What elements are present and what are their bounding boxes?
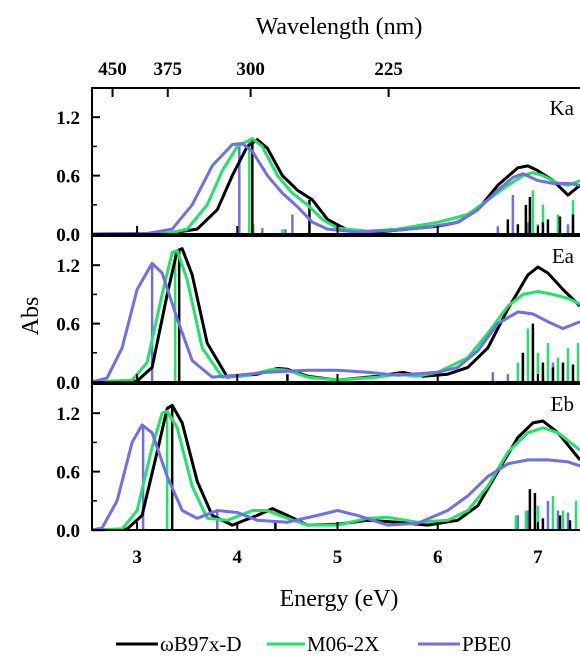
top-tick-label: 300 <box>236 59 265 80</box>
y-tick-label: 0.6 <box>56 463 80 484</box>
top-tick-label: 225 <box>374 59 403 80</box>
panel-label: Eb <box>551 392 574 416</box>
top-axis-ticks: 450 375 300 225 <box>98 59 403 97</box>
y-tick-label: 1.2 <box>56 404 80 425</box>
legend-label: PBE0 <box>462 632 511 656</box>
series-line-pbe0 <box>91 423 580 532</box>
panel-label: Ea <box>552 244 575 268</box>
x-tick-label: 5 <box>333 547 343 568</box>
top-tick-label: 450 <box>98 59 127 80</box>
y-tick-label: 0.0 <box>56 373 80 394</box>
panel-ka: 0.0 0.6 1.2 Ka <box>56 87 580 246</box>
panel-eb: 0.0 0.6 1.2 Eb <box>56 383 580 542</box>
y-tick-label: 0.0 <box>56 521 80 542</box>
y-tick-label: 0.0 <box>56 225 80 246</box>
y-tick-label: 0.6 <box>56 315 80 336</box>
series-line-m06-2x <box>91 409 580 532</box>
panel-frame <box>91 87 580 235</box>
y-tick-label: 0.6 <box>56 167 80 188</box>
legend-label: ωB97x-D <box>160 632 242 656</box>
legend-label: M06-2X <box>307 632 379 656</box>
legend-item: PBE0 <box>418 632 511 656</box>
bottom-axis-ticks: 3 4 5 6 7 <box>132 547 543 568</box>
legend: ωB97x-D M06-2X PBE0 <box>116 632 511 656</box>
y-tick-label: 1.2 <box>56 108 80 129</box>
legend-item: ωB97x-D <box>116 632 242 656</box>
top-tick-label: 375 <box>154 59 183 80</box>
series-line-m06-2x <box>91 249 580 384</box>
series-line-pbe0 <box>91 142 580 236</box>
y-tick-label: 1.2 <box>56 256 80 277</box>
x-tick-label: 7 <box>533 547 543 568</box>
legend-item: M06-2X <box>267 632 379 656</box>
x-tick-label: 4 <box>233 547 243 568</box>
series-line-pbe0 <box>91 261 580 384</box>
top-axis-title: Wavelength (nm) <box>256 14 423 40</box>
x-axis-title: Energy (eV) <box>280 586 399 612</box>
y-axis-title: Abs <box>18 297 44 336</box>
series-line--b97x-d <box>91 247 580 384</box>
panel-label: Ka <box>550 96 575 120</box>
x-tick-label: 3 <box>132 547 142 568</box>
x-tick-label: 6 <box>433 547 443 568</box>
panel-ea: 0.0 0.6 1.2 Ea <box>56 235 580 394</box>
panels: 0.0 0.6 1.2 Ka 0.0 0.6 1.2 Ea 0.0 0.6 1.2 Eb <box>56 87 580 542</box>
